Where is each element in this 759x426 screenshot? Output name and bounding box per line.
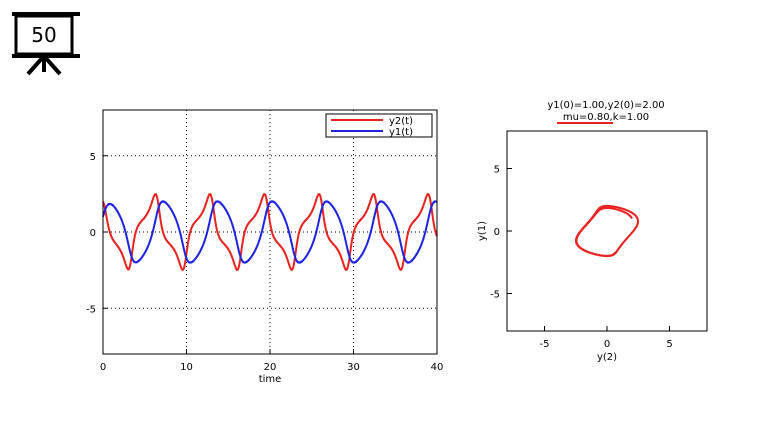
x-tick-label: 10: [180, 362, 193, 373]
phase-axis-ticks: -5 0 5 5 0 -5: [490, 165, 673, 351]
legend-label-y2: y2(t): [389, 116, 413, 127]
x-tick-label: 40: [431, 362, 444, 373]
chart-lines: [102, 193, 438, 271]
chart-grid: [103, 110, 437, 354]
phase-y-tick-label: -5: [490, 290, 500, 301]
phase-x-tick-label: 5: [666, 339, 672, 350]
y-tick-label: 5: [90, 152, 96, 163]
slide-badge: 50: [0, 0, 90, 80]
phase-curve: [575, 204, 639, 258]
phase-x-axis-label: y(2): [597, 352, 617, 363]
legend-label-y1: y1(t): [389, 127, 413, 138]
slide-number: 50: [31, 23, 57, 47]
x-tick-label: 30: [347, 362, 360, 373]
legend-box: [325, 113, 433, 138]
projector-screen-icon: [12, 12, 80, 76]
phase-curve-path: [575, 204, 639, 258]
phase-title-line1: y1(0)=1.00,y2(0)=2.00: [547, 100, 664, 111]
x-tick-label: 0: [100, 362, 106, 373]
phase-y-tick-label: 0: [494, 227, 500, 238]
phase-plot-frame: [506, 130, 708, 332]
phase-x-tick-label: -5: [540, 339, 550, 350]
phase-y-tick-label: 5: [494, 165, 500, 176]
x-tick-label: 20: [264, 362, 277, 373]
phase-y-axis-label: y(1): [477, 221, 488, 241]
x-axis-label: time: [259, 374, 282, 385]
series-line-y1: [102, 200, 438, 264]
legend: y2(t) y1(t): [325, 113, 433, 138]
phase-portrait-chart: y1(0)=1.00,y2(0)=2.00 mu=0.80,k=1.00 -5 0…: [477, 100, 708, 363]
phase-title-line2: mu=0.80,k=1.00: [563, 112, 649, 123]
y-tick-label: 0: [90, 228, 96, 239]
y-tick-label: -5: [86, 304, 96, 315]
phase-x-tick-label: 0: [604, 339, 610, 350]
